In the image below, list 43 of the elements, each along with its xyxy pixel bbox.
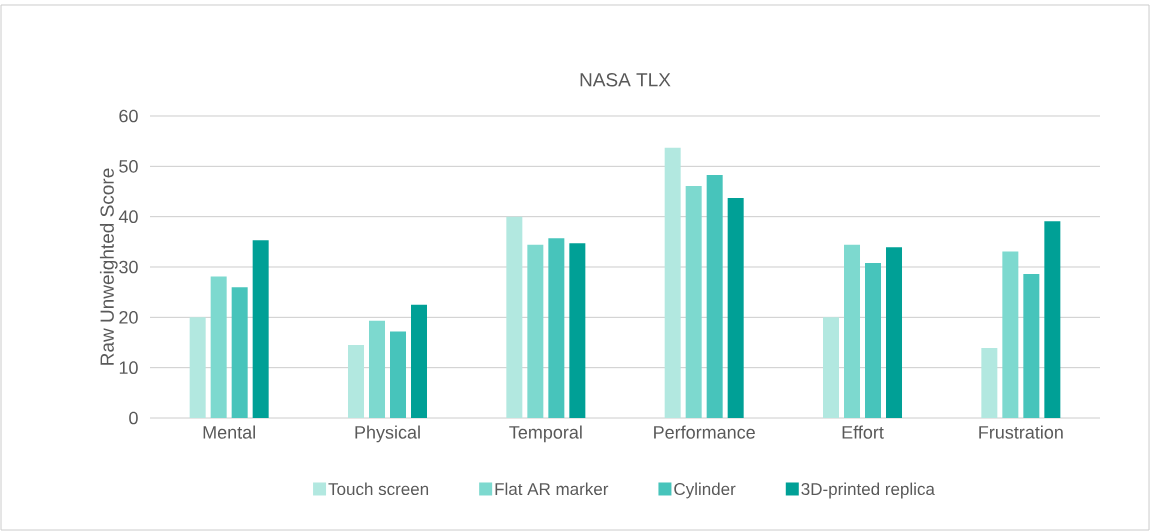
bar (411, 304, 427, 418)
y-axis-title: Raw Unweighted Score (99, 168, 118, 365)
bar (865, 262, 882, 418)
chart-title: NASA TLX (580, 73, 671, 87)
bar (1023, 274, 1040, 418)
x-tick-label: Physical (355, 425, 420, 443)
bar (369, 320, 385, 418)
bar (348, 345, 364, 418)
bar (685, 185, 702, 418)
bar (390, 331, 406, 418)
y-tick-label: 30 (119, 260, 138, 274)
y-tick-label: 40 (118, 210, 138, 224)
legend-label: Cylinder (674, 482, 736, 499)
bar (210, 276, 227, 418)
legend-label: Touch screen (328, 482, 429, 496)
x-tick-label: Effort (842, 425, 884, 439)
bar (844, 244, 861, 418)
bar (1002, 251, 1019, 418)
x-tick-label: Mental (203, 425, 255, 439)
bar (569, 243, 586, 418)
bar (231, 287, 248, 418)
bar (727, 198, 744, 418)
x-tick-label: Frustration (979, 425, 1063, 439)
bar (548, 238, 565, 418)
bar (706, 174, 723, 418)
bar (886, 247, 903, 418)
x-tick-label: Performance (654, 425, 755, 439)
y-tick-label: 20 (119, 310, 138, 324)
y-tick-label: 60 (119, 109, 138, 123)
bar (252, 240, 269, 418)
x-tick-label: Temporal (509, 425, 582, 443)
legend-label: 3D-printed replica (801, 482, 935, 499)
bar (823, 317, 840, 418)
y-tick-label: 10 (119, 361, 138, 375)
bar (981, 348, 998, 418)
bar (527, 244, 544, 418)
bar (189, 317, 206, 418)
y-tick-label: 50 (119, 159, 138, 173)
legend-label: Flat AR marker (495, 482, 609, 496)
bar (664, 147, 681, 418)
bar (506, 216, 523, 418)
bar (1044, 221, 1061, 418)
y-tick-label: 0 (129, 411, 138, 425)
